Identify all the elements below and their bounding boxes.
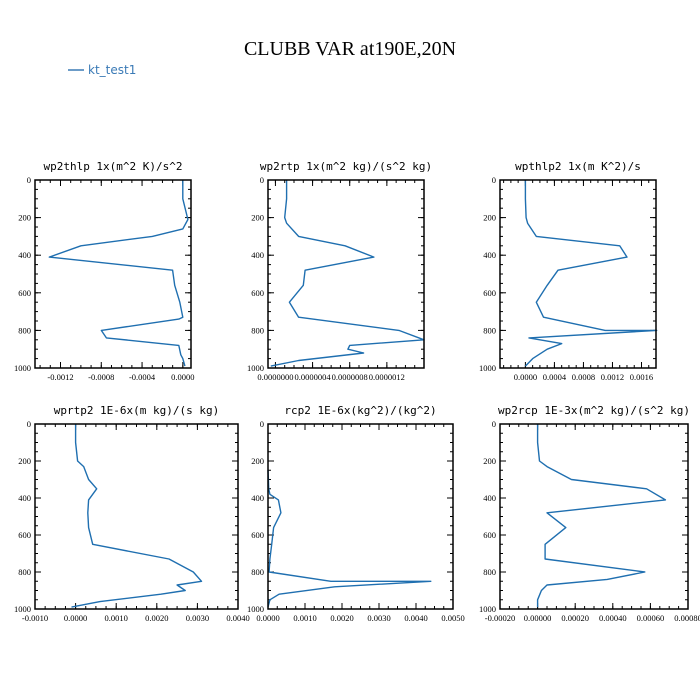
chart-panel-2: wp2rtp 1x(m^2 kg)/(s^2 kg)0.0000000 0.000… — [247, 160, 432, 382]
panel-6-y-tick-label: 0 — [492, 419, 496, 429]
panel-6-x-tick-label: 0.00080 — [674, 613, 700, 623]
panel-1-series-line — [48, 180, 189, 367]
panel-2-y-tick-label: 0 — [260, 175, 264, 185]
panel-6-y-tick-label: 800 — [483, 567, 496, 577]
panel-1-y-tick-label: 1000 — [14, 363, 31, 373]
panel-6-frame — [499, 423, 689, 610]
panel-1-x-tick-label: -0.0012 — [47, 372, 73, 382]
panel-6-title: wp2rcp 1E-3x(m^2 kg)/(s^2 kg) — [498, 404, 690, 417]
panel-6-series-line — [536, 424, 667, 608]
panel-2-y-tick-label: 1000 — [247, 363, 264, 373]
panel-1-x-tick-label: -0.0004 — [129, 372, 156, 382]
panel-2-frame — [267, 179, 425, 369]
panel-4-y-tick-label: 200 — [18, 456, 31, 466]
panel-4-title: wprtp2 1E-6x(m kg)/(s kg) — [54, 404, 220, 417]
panel-5-y-tick-label: 600 — [251, 530, 264, 540]
chart-panel-4: wprtp2 1E-6x(m kg)/(s kg) -0.0010 0.0000 0.… — [14, 404, 250, 623]
chart-panel-5: rcp2 1E-6x(kg^2)/(kg^2) 0.0000 0.0010 0.002… — [247, 404, 465, 623]
legend-label: kt_test1 — [88, 63, 136, 77]
panel-4-x-tick-label: -0.0010 — [22, 613, 48, 623]
panel-2-y-tick-label: 400 — [251, 250, 264, 260]
panel-2-y-tick-label: 200 — [251, 213, 264, 223]
figure-legend: kt_test1 — [68, 63, 136, 77]
chart-panel-1: wp2thlp 1x(m^2 K)/s^2 -0.0012 -0.0008 -0.00… — [14, 160, 195, 382]
panel-4-y-tick-label: 400 — [18, 493, 31, 503]
panel-5-x-tick-label: 0.0020 — [330, 613, 353, 623]
panel-3-x-tick-label: 0.0012 — [601, 372, 624, 382]
panel-5-frame — [267, 423, 454, 610]
panel-3-x-tick-label: 0.0000 — [514, 372, 537, 382]
panel-5-y-tick-label: 200 — [251, 456, 264, 466]
panel-1-title: wp2thlp 1x(m^2 K)/s^2 — [43, 160, 182, 173]
panel-6-x-tick-label: 0.00020 — [561, 613, 589, 623]
panel-3-frame — [499, 179, 657, 369]
panel-1-frame — [34, 179, 192, 369]
chart-panels: wp2thlp 1x(m^2 K)/s^2 -0.0012 -0.0008 -0.00… — [14, 160, 700, 623]
panel-3-x-tick-label: 0.0004 — [543, 372, 567, 382]
panel-5-title: rcp2 1E-6x(kg^2)/(kg^2) — [284, 404, 436, 417]
panel-4-y-tick-label: 800 — [18, 567, 31, 577]
panel-6-x-tick-label: -0.00020 — [485, 613, 515, 623]
panel-4-y-tick-label: 0 — [27, 419, 31, 429]
panel-3-x-tick-label: 0.0008 — [572, 372, 595, 382]
panel-1-y-tick-label: 400 — [18, 250, 31, 260]
panel-3-y-tick-label: 400 — [483, 250, 496, 260]
panel-5-y-tick-label: 0 — [260, 419, 264, 429]
panel-4-series-line — [71, 424, 203, 608]
panel-6-y-tick-label: 1000 — [479, 604, 496, 614]
panel-2-x-tick-label: 0.0000000 — [257, 372, 293, 382]
panel-5-x-tick-label: 0.0000 — [256, 613, 279, 623]
panel-3-y-tick-label: 0 — [492, 175, 496, 185]
panel-6-x-tick-label: 0.00040 — [599, 613, 627, 623]
panel-3-y-tick-label: 800 — [483, 325, 496, 335]
chart-panel-3: wpthlp2 1x(m K^2)/s 0.0000 0.0004 0.0008 0.0… — [479, 160, 658, 382]
panel-6-x-tick-label: 0.00060 — [637, 613, 665, 623]
panel-4-y-tick-label: 1000 — [14, 604, 31, 614]
panel-6-y-tick-label: 400 — [483, 493, 496, 503]
panel-1-x-tick-label: 0.0000 — [171, 372, 194, 382]
panel-1-y-tick-label: 800 — [18, 325, 31, 335]
panel-5-y-tick-label: 1000 — [247, 604, 264, 614]
panel-3-title: wpthlp2 1x(m K^2)/s — [515, 160, 641, 173]
figure-title: CLUBB VAR at190E,20N — [244, 38, 456, 60]
panel-5-series-line — [267, 470, 432, 608]
panel-2-x-tick-label: 0.0000004 — [295, 372, 332, 382]
panel-1-y-tick-label: 0 — [27, 175, 31, 185]
panel-5-y-tick-label: 800 — [251, 567, 264, 577]
panel-2-x-tick-label: 0.0000008 — [332, 372, 368, 382]
panel-3-y-tick-label: 1000 — [479, 363, 496, 373]
panel-4-x-tick-label: 0.0040 — [226, 613, 249, 623]
panel-5-y-tick-label: 400 — [251, 493, 264, 503]
panel-6-x-tick-label: 0.00000 — [524, 613, 552, 623]
panel-2-series-line — [270, 180, 425, 367]
panel-4-y-tick-label: 600 — [18, 530, 31, 540]
panel-2-title: wp2rtp 1x(m^2 kg)/(s^2 kg) — [260, 160, 432, 173]
panel-5-x-tick-label: 0.0050 — [441, 613, 464, 623]
panel-2-y-tick-label: 800 — [251, 325, 264, 335]
panel-1-y-tick-label: 600 — [18, 288, 31, 298]
panel-3-series-line — [524, 180, 658, 367]
panel-2-y-tick-label: 600 — [251, 288, 264, 298]
panel-4-x-tick-label: 0.0000 — [64, 613, 87, 623]
panel-1-x-tick-label: -0.0008 — [88, 372, 114, 382]
panel-1-y-tick-label: 200 — [18, 213, 31, 223]
panel-5-x-tick-label: 0.0010 — [293, 613, 316, 623]
panel-4-x-tick-label: 0.0020 — [145, 613, 168, 623]
panel-3-y-tick-label: 600 — [483, 288, 496, 298]
panel-3-x-tick-label: 0.0016 — [630, 372, 653, 382]
panel-6-y-tick-label: 600 — [483, 530, 496, 540]
panel-4-frame — [34, 423, 239, 610]
panel-5-x-tick-label: 0.0030 — [367, 613, 390, 623]
panel-5-x-tick-label: 0.0040 — [404, 613, 427, 623]
panel-2-x-tick-label: 0.0000012 — [369, 372, 405, 382]
panel-4-x-tick-label: 0.0030 — [186, 613, 209, 623]
panel-6-y-tick-label: 200 — [483, 456, 496, 466]
panel-3-y-tick-label: 200 — [483, 213, 496, 223]
panel-4-x-tick-label: 0.0010 — [105, 613, 128, 623]
chart-panel-6: wp2rcp 1E-3x(m^2 kg)/(s^2 kg) -0.00020 0.0… — [479, 404, 700, 623]
